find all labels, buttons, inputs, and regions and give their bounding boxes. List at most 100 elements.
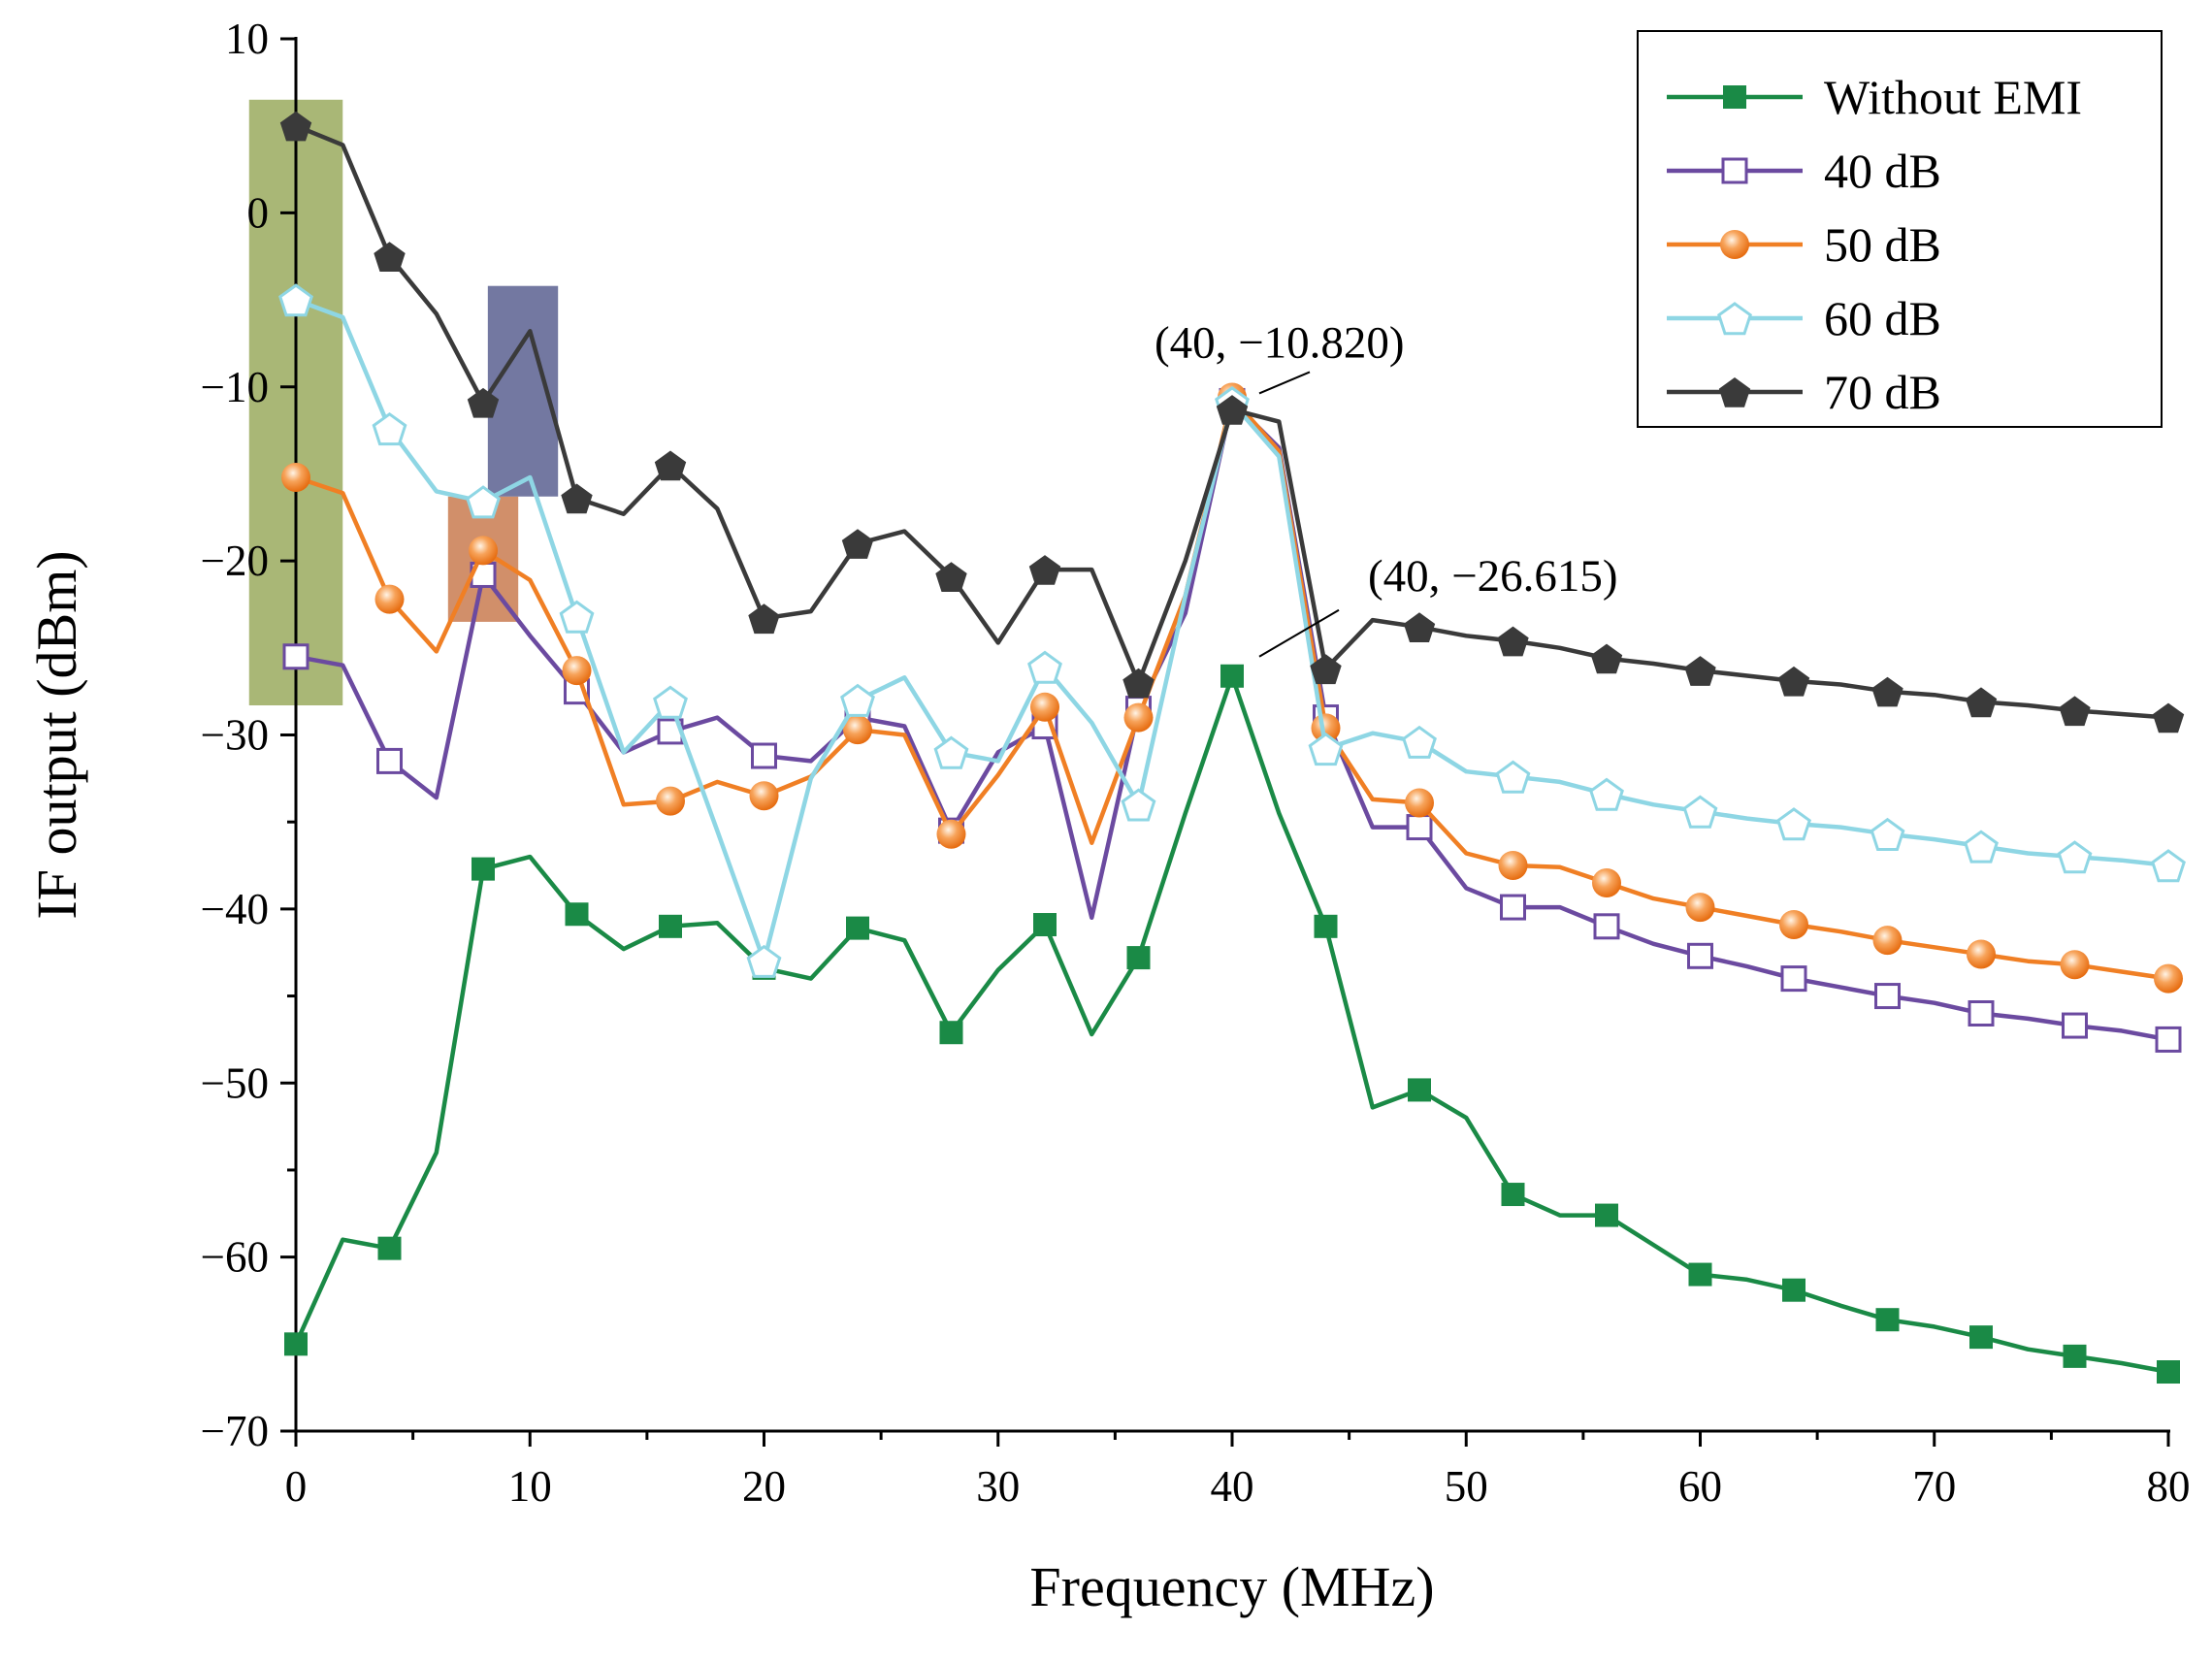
data-point-without-emi bbox=[472, 857, 495, 881]
data-point-40-db bbox=[2062, 1012, 2088, 1039]
data-point-50-db bbox=[1030, 692, 1059, 722]
legend-marker bbox=[1723, 85, 1746, 109]
data-point-50-db bbox=[1685, 893, 1715, 923]
data-point-60-db bbox=[653, 685, 688, 719]
annotation-leader-2 bbox=[1258, 608, 1340, 658]
legend-marker bbox=[1720, 230, 1749, 259]
data-point-60-db bbox=[559, 600, 595, 634]
data-point-70-db bbox=[467, 387, 500, 418]
data-point-60-db bbox=[1121, 788, 1156, 822]
data-point-70-db bbox=[1965, 687, 1998, 718]
series-without-emi bbox=[284, 664, 2180, 1385]
data-point-60-db bbox=[1964, 830, 1999, 864]
data-point-40-db bbox=[282, 643, 309, 670]
x-tick-label: 50 bbox=[1445, 1462, 1488, 1511]
data-point-50-db bbox=[843, 715, 872, 745]
data-point-50-db bbox=[749, 781, 779, 811]
annotation-label-2: (40, −26.615) bbox=[1368, 551, 1618, 602]
data-point-50-db bbox=[469, 536, 498, 566]
data-point-60-db bbox=[1870, 817, 1905, 851]
y-tick-label: −10 bbox=[201, 363, 269, 411]
x-tick-label: 60 bbox=[1678, 1462, 1722, 1511]
data-point-50-db bbox=[562, 656, 592, 686]
data-point-60-db bbox=[746, 944, 782, 978]
data-point-without-emi bbox=[1501, 1183, 1525, 1207]
data-point-40-db bbox=[376, 747, 403, 774]
data-point-without-emi bbox=[1126, 946, 1151, 970]
data-point-60-db bbox=[1402, 725, 1437, 759]
data-point-50-db bbox=[1779, 910, 1808, 940]
data-point-60-db bbox=[372, 411, 407, 446]
x-tick-label: 70 bbox=[1912, 1462, 1956, 1511]
data-point-70-db bbox=[841, 529, 874, 559]
data-point-40-db bbox=[1687, 942, 1713, 969]
data-point-70-db bbox=[279, 111, 312, 142]
data-point-70-db bbox=[1590, 643, 1623, 674]
y-tick-label: −40 bbox=[201, 885, 269, 933]
x-tick-label: 40 bbox=[1211, 1462, 1254, 1511]
data-point-60-db bbox=[1589, 777, 1624, 811]
data-point-70-db bbox=[1216, 395, 1249, 425]
data-point-without-emi bbox=[1314, 914, 1338, 938]
data-point-without-emi bbox=[284, 1332, 308, 1356]
data-point-40-db bbox=[1874, 983, 1901, 1010]
y-tick-label: −30 bbox=[201, 711, 269, 760]
data-point-without-emi bbox=[2157, 1360, 2180, 1385]
x-axis-title: Frequency (MHz) bbox=[1029, 1555, 1434, 1618]
x-tick-label: 30 bbox=[976, 1462, 1020, 1511]
data-point-60-db bbox=[466, 485, 501, 519]
data-point-50-db bbox=[1405, 788, 1434, 818]
y-tick-label: −60 bbox=[201, 1233, 269, 1282]
legend: Without EMI 40 dB 50 dB 60 dB 70 dB bbox=[1637, 30, 2163, 428]
data-point-70-db bbox=[654, 450, 687, 481]
data-point-50-db bbox=[1123, 702, 1154, 733]
data-point-60-db bbox=[1027, 650, 1062, 684]
data-point-70-db bbox=[1871, 676, 1903, 707]
data-point-70-db bbox=[935, 562, 967, 592]
data-point-40-db bbox=[1406, 814, 1433, 841]
data-point-without-emi bbox=[2063, 1344, 2087, 1368]
data-point-without-emi bbox=[1033, 913, 1057, 937]
legend-label: Without EMI bbox=[1824, 70, 2082, 124]
data-point-50-db bbox=[1967, 939, 1996, 969]
data-point-70-db bbox=[561, 483, 593, 514]
legend-entries: Without EMI 40 dB 50 dB 60 dB 70 dB bbox=[1667, 70, 2082, 419]
x-tick-label: 10 bbox=[508, 1462, 552, 1511]
y-tick-label: −20 bbox=[201, 537, 269, 585]
data-point-70-db bbox=[1310, 654, 1342, 685]
data-point-without-emi bbox=[1595, 1203, 1618, 1227]
annotations: (40, −10.820) (40, −26.615) bbox=[1155, 317, 1618, 658]
data-point-70-db bbox=[1403, 612, 1436, 642]
legend-label: 70 dB bbox=[1824, 365, 1941, 419]
y-tick-label: 0 bbox=[247, 188, 270, 237]
data-point-50-db bbox=[1592, 867, 1621, 897]
legend-label: 40 dB bbox=[1824, 144, 1941, 198]
y-tick-label: −50 bbox=[201, 1059, 269, 1107]
data-point-60-db bbox=[1308, 732, 1344, 766]
data-point-70-db bbox=[1028, 555, 1061, 585]
y-tick-label: −70 bbox=[201, 1407, 269, 1455]
legend-marker bbox=[1721, 157, 1748, 184]
data-point-50-db bbox=[2060, 950, 2090, 980]
data-point-50-db bbox=[656, 786, 685, 816]
data-point-70-db bbox=[2059, 696, 2091, 727]
data-point-70-db bbox=[748, 603, 780, 635]
x-tick-label: 80 bbox=[2147, 1462, 2191, 1511]
data-point-60-db bbox=[2151, 849, 2186, 883]
data-point-50-db bbox=[1498, 851, 1528, 881]
data-point-70-db bbox=[1777, 666, 1810, 697]
data-point-without-emi bbox=[1875, 1308, 1900, 1332]
x-tick-label: 20 bbox=[742, 1462, 786, 1511]
data-point-without-emi bbox=[377, 1236, 402, 1260]
data-point-without-emi bbox=[1969, 1325, 1993, 1350]
legend-item-70-db: 70 dB bbox=[1667, 365, 1941, 419]
series-70-db bbox=[279, 111, 2185, 733]
legend-item-60-db: 60 dB bbox=[1667, 291, 1941, 345]
data-point-50-db bbox=[936, 819, 966, 849]
data-point-70-db bbox=[374, 242, 406, 272]
legend-item-50-db: 50 dB bbox=[1667, 217, 1941, 272]
y-tick-label: 10 bbox=[225, 15, 269, 63]
data-point-40-db bbox=[1500, 894, 1526, 921]
data-point-50-db bbox=[1311, 713, 1341, 743]
